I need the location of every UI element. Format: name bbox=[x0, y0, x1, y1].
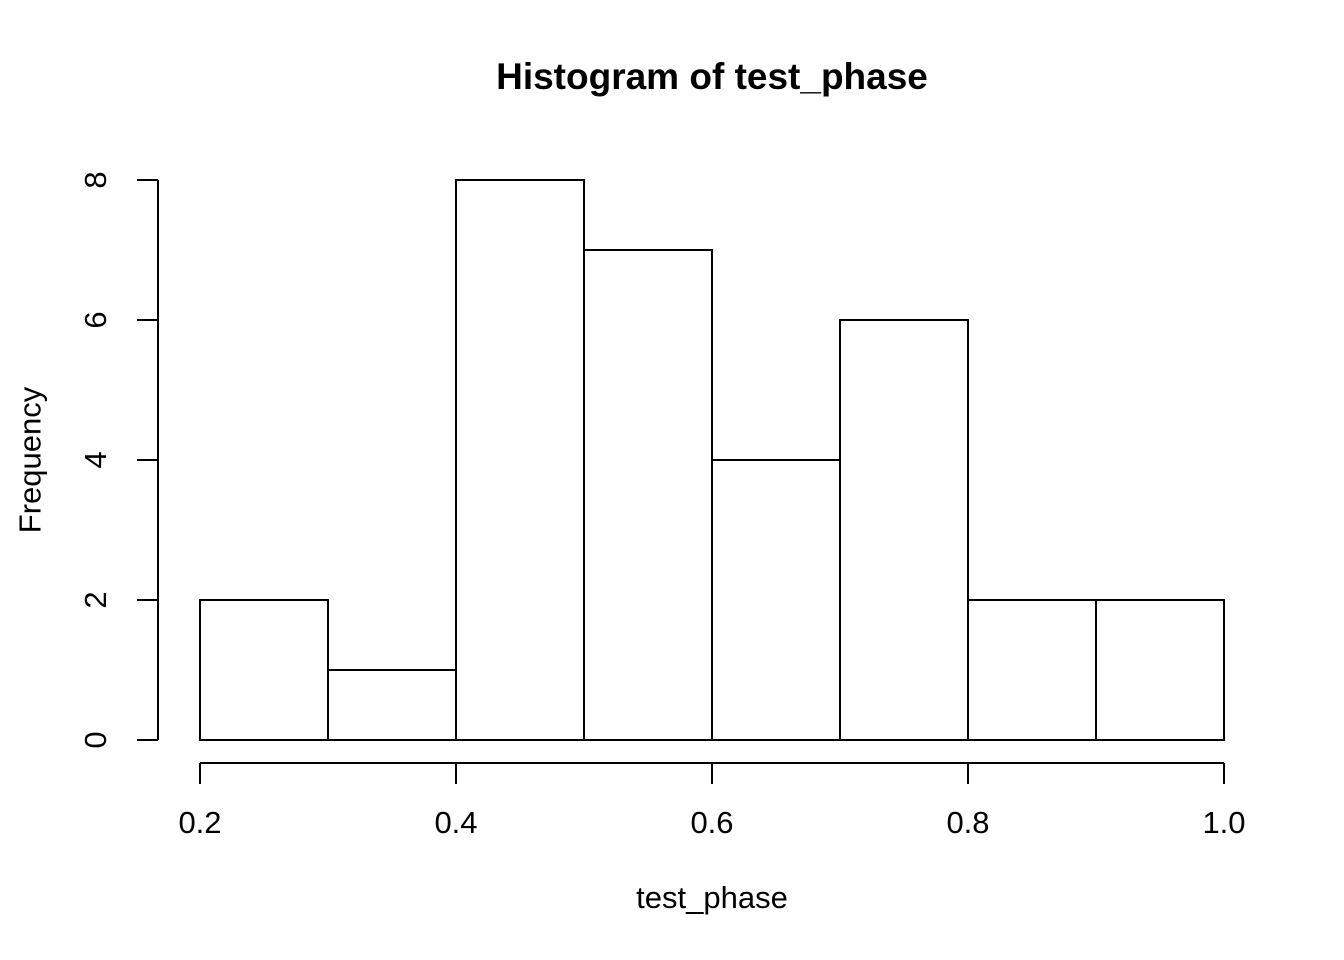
x-tick-label: 0.2 bbox=[178, 805, 221, 840]
y-tick-label: 8 bbox=[78, 171, 113, 188]
y-axis-label: Frequency bbox=[12, 386, 48, 534]
x-tick-label: 0.4 bbox=[434, 805, 477, 840]
x-tick-label: 0.8 bbox=[946, 805, 989, 840]
y-tick-label: 0 bbox=[78, 731, 113, 748]
histogram-bar bbox=[967, 599, 1097, 741]
x-axis-label: test_phase bbox=[636, 880, 788, 915]
histogram-bar bbox=[839, 319, 969, 741]
x-tick-label: 0.6 bbox=[690, 805, 733, 840]
y-tick-label: 6 bbox=[78, 311, 113, 328]
y-tick-label: 2 bbox=[78, 591, 113, 608]
histogram-bar bbox=[583, 249, 713, 741]
histogram-bar bbox=[1095, 599, 1225, 741]
x-tick-label: 1.0 bbox=[1202, 805, 1245, 840]
histogram-bar bbox=[199, 599, 329, 741]
histogram-bar bbox=[327, 669, 457, 741]
histogram-bar bbox=[711, 459, 841, 741]
chart-title: Histogram of test_phase bbox=[496, 56, 928, 97]
y-tick-label: 4 bbox=[78, 451, 113, 468]
histogram-bar bbox=[455, 179, 585, 741]
